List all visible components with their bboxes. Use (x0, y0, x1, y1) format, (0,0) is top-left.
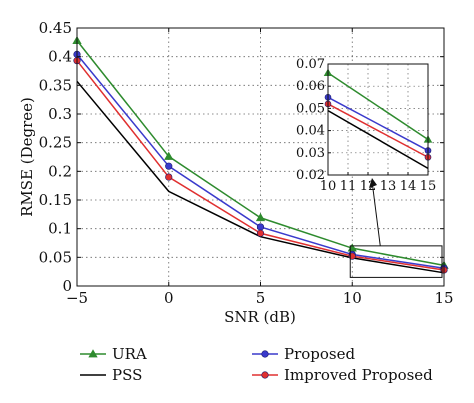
circle-marker (165, 162, 173, 170)
legend-label: Improved Proposed (284, 366, 433, 384)
triangle-marker (255, 213, 266, 222)
y-tick-label: 0.35 (39, 76, 72, 94)
triangle-marker (164, 151, 174, 160)
y-tick-label: 0 (62, 277, 72, 295)
inset-series-line-improved-proposed (327, 103, 429, 158)
y-tick-label: 0.05 (39, 248, 72, 266)
circle-marker (261, 350, 269, 358)
inset-y-tick-label: 0.03 (296, 146, 325, 161)
legend-label: PSS (112, 366, 142, 384)
inset-x-tick-label: 12 (360, 179, 377, 194)
inset-y-tick-label: 0.05 (296, 101, 325, 116)
x-tick-label: 0 (164, 289, 174, 307)
y-tick-label: 0.4 (48, 48, 72, 66)
y-tick-label: 0.2 (48, 162, 72, 180)
triangle-marker (88, 349, 98, 358)
circle-marker (256, 223, 265, 231)
inset-y-tick-label: 0.02 (296, 168, 325, 183)
y-tick-label: 0.15 (39, 191, 72, 209)
inset-x-tick-label: 11 (340, 179, 357, 194)
legend-item-ura: URA (80, 345, 147, 363)
x-axis-title: SNR (dB) (224, 308, 296, 326)
circle-marker (261, 371, 269, 379)
x-tick-label: 5 (256, 289, 266, 307)
inset-y-tick-label: 0.07 (296, 57, 325, 72)
legend-label: URA (112, 345, 147, 363)
x-tick-label: 15 (434, 289, 453, 307)
circle-marker (165, 173, 173, 181)
legend-item-improved-proposed: Improved Proposed (252, 366, 433, 384)
zoom-arrow-head (369, 178, 377, 188)
inset-y-tick-label: 0.06 (296, 79, 325, 94)
inset-series-line-proposed (327, 96, 429, 152)
y-tick-label: 0.25 (39, 134, 72, 152)
inset-series-line-pss (327, 109, 429, 169)
inset-frame (327, 63, 429, 176)
y-tick-label: 0.45 (39, 19, 72, 37)
zoom-arrow-line (371, 180, 381, 246)
y-axis-title: RMSE (Degree) (18, 97, 36, 217)
inset-x-tick-label: 15 (420, 179, 437, 194)
y-tick-label: 0.1 (48, 220, 72, 238)
x-axis-ticks: −5 0 5 10 15 (66, 28, 454, 307)
x-tick-label: 10 (343, 289, 362, 307)
inset-x-tick-label: 13 (380, 179, 397, 194)
x-tick-label: −5 (66, 289, 88, 307)
circle-marker (256, 229, 265, 237)
legend-item-pss: PSS (80, 366, 142, 384)
y-tick-label: 0.3 (48, 105, 72, 123)
inset-y-tick-label: 0.04 (296, 124, 325, 139)
legend-label: Proposed (284, 345, 356, 363)
inset-series-line-ura (327, 72, 429, 141)
legend-item-proposed: Proposed (252, 345, 356, 363)
legend: URA PSS Proposed Improved Proposed (80, 345, 433, 384)
inset-x-tick-label: 10 (320, 179, 337, 194)
inset-plot: 10 11 12 13 14 15 0.02 0.03 0.04 0.05 0.06 0.07 (296, 57, 436, 194)
inset-x-tick-label: 14 (400, 179, 417, 194)
y-axis-ticks: 0 0.05 0.1 0.15 0.2 0.25 0.3 0.35 0.4 0.45 (39, 19, 444, 295)
zoom-indicator (349, 178, 443, 278)
zoom-region-box (349, 245, 443, 278)
